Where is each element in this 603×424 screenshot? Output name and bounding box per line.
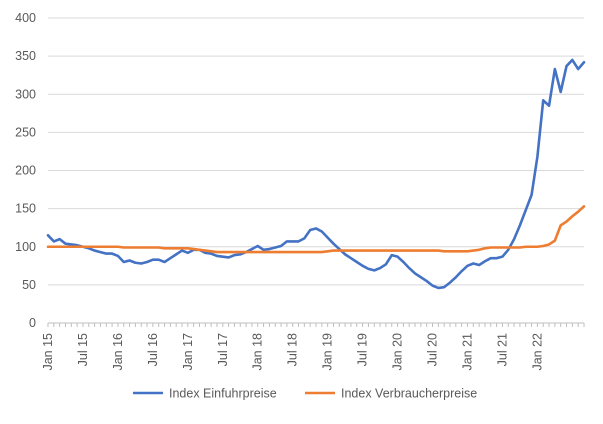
- x-tick-label: Jan 21: [460, 333, 474, 371]
- legend-label: Index Verbraucherpreise: [341, 387, 477, 401]
- y-tick-label: 200: [15, 164, 36, 178]
- y-tick-label: 300: [15, 87, 36, 101]
- series-line-2: [46, 205, 586, 254]
- legend: Index Einfuhrpreise Index Verbraucherprei…: [133, 387, 477, 401]
- x-tick-label: Jan 22: [530, 333, 544, 371]
- y-tick-label: 150: [15, 202, 36, 216]
- y-tick-label: 100: [15, 240, 36, 254]
- gridlines: [48, 17, 584, 286]
- x-tick-label: Jan 19: [321, 333, 335, 371]
- y-tick-label: 400: [15, 11, 36, 25]
- x-tick-label: Jul 15: [76, 333, 90, 366]
- y-tick-label: 250: [15, 125, 36, 139]
- y-tick-labels: 0 50 100 150 200 250 300 350 400: [15, 11, 36, 330]
- x-tick-label: Jul 18: [286, 333, 300, 366]
- y-tick-label: 350: [15, 49, 36, 63]
- x-tick-label: Jan 17: [181, 333, 195, 371]
- x-tick-label: Jul 20: [426, 333, 440, 366]
- x-tick-label: Jan 16: [111, 333, 125, 371]
- x-tick-labels: Jan 15 Jul 15 Jan 16 Jul 16 Jan 17 Jul 17 Jan …: [41, 333, 544, 371]
- x-tick-label: Jul 16: [146, 333, 160, 366]
- x-tick-label: Jul 17: [216, 333, 230, 366]
- x-tick-label: Jan 15: [41, 333, 55, 371]
- y-tick-label: 50: [22, 278, 36, 292]
- x-tick-label: Jan 20: [391, 333, 405, 371]
- series-line-1: [46, 58, 586, 290]
- y-tick-label: 0: [29, 316, 36, 330]
- x-tick-label: Jul 21: [495, 333, 509, 366]
- x-tick-label: Jan 18: [251, 333, 265, 371]
- legend-label: Index Einfuhrpreise: [169, 387, 277, 401]
- series-lines: [46, 58, 586, 290]
- axes: [47, 322, 585, 327]
- x-tick-label: Jul 19: [356, 333, 370, 366]
